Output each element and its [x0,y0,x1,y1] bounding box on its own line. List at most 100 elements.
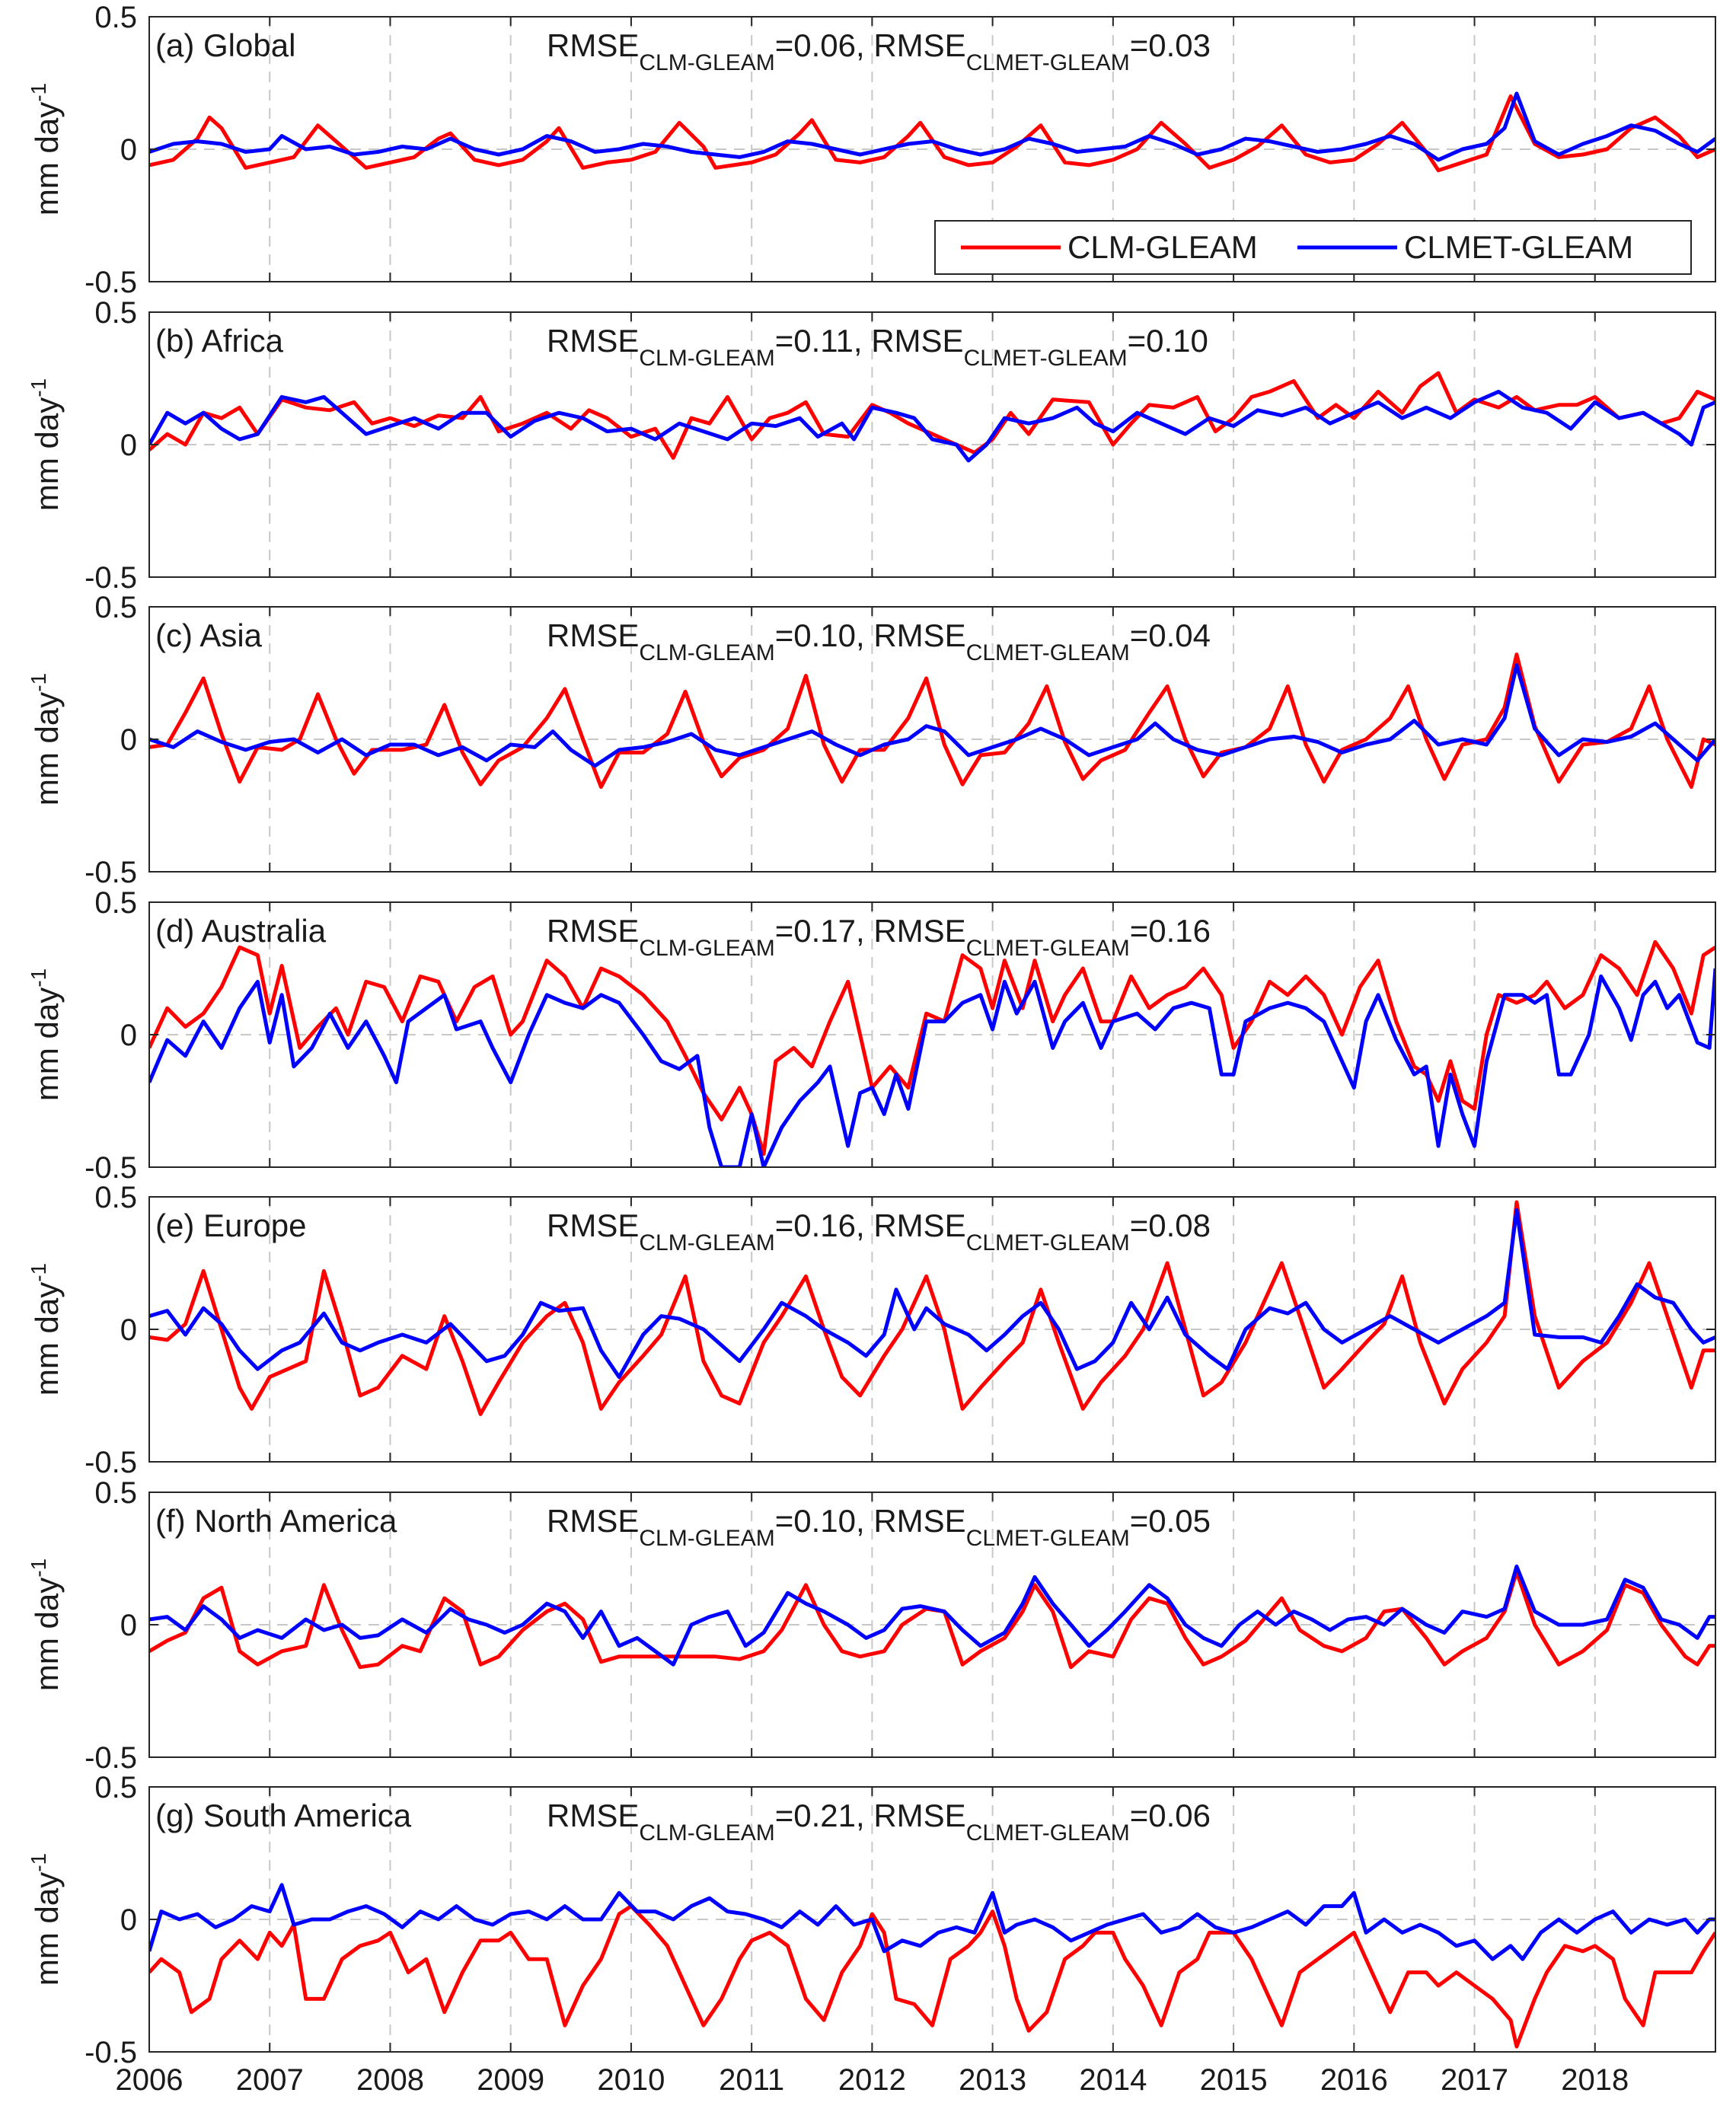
y-axis-label-main: mm day [29,692,65,806]
y-tick-label: -0.5 [85,1741,137,1775]
rmse-value: =0.17, [775,913,874,949]
y-tick-label: -0.5 [85,1151,137,1185]
panel-1: 0.50-0.5mm day-1(a) Global RMSECLM-GLEAM=… [27,1,1716,299]
panel-3: 0.5 0 -0.5 mm day-1 (c) Asia RMSECLM-GLEAM=0.… [27,591,1716,889]
rmse-annotation: RMSECLM-GLEAM=0.06, RMSECLMET-GLEAM=0.03 [547,27,1211,75]
rmse-value: =0.05 [1130,1503,1211,1539]
panel-title: (d) Australia [155,913,327,949]
y-axis-label: mm day-1 [27,83,65,215]
y-axis-label-sup: -1 [27,1853,50,1872]
x-tick-label: 2009 [477,2063,544,2097]
rmse-label: RMSE [873,27,965,63]
series-clmet-gleam [149,1883,1715,1961]
y-axis-label-main: mm day [29,1282,65,1396]
rmse-label: RMSE [547,617,639,653]
rmse-value: =0.06, [775,27,874,63]
rmse-annotation: RMSECLM-GLEAM=0.21, RMSECLMET-GLEAM=0.06 [547,1798,1211,1846]
y-axis-label-main: mm day [29,987,65,1101]
rmse-label: RMSE [873,913,965,949]
rmse-label: RMSE [873,617,965,653]
rmse-subscript: CLM-GLEAM [639,1230,774,1255]
series-clmet-gleam [149,91,1715,162]
y-tick-label: 0 [120,1019,137,1052]
rmse-label: RMSE [873,1208,965,1243]
series-clm-gleam [149,652,1715,790]
x-tick-label: 2008 [356,2063,424,2097]
y-tick-label: -0.5 [85,1446,137,1479]
series-clmet-gleam [149,389,1715,463]
rmse-value: =0.16, [775,1208,874,1243]
panel-title: (f) North America [155,1503,397,1539]
rmse-label: RMSE [547,913,639,949]
y-tick-label: -0.5 [85,266,137,299]
x-tick-label: 2017 [1441,2063,1508,2097]
panel-5: 0.50-0.5mm day-1(e) Europe RMSECLM-GLEAM=… [27,1181,1716,1479]
x-tick-label: 2010 [597,2063,665,2097]
y-tick-label: 0 [120,1313,137,1347]
rmse-subscript: CLM-GLEAM [639,936,774,961]
rmse-subscript: CLMET-GLEAM [966,936,1130,961]
x-tick-label: 2011 [719,2063,784,2097]
rmse-value: =0.10, [775,1503,874,1539]
x-tick-label: 2015 [1200,2063,1268,2097]
rmse-subscript: CLM-GLEAM [639,346,774,371]
rmse-annotation: RMSECLM-GLEAM=0.10, RMSECLMET-GLEAM=0.05 [547,1503,1211,1551]
rmse-subscript: CLMET-GLEAM [966,1230,1130,1255]
rmse-value: =0.06 [1130,1798,1211,1833]
rmse-value: =0.16 [1130,913,1211,949]
y-tick-label: -0.5 [85,561,137,595]
y-tick-label: 0.5 [94,296,137,330]
y-tick-label: 0.5 [94,1,137,34]
series-clm-gleam [149,1904,1715,2049]
y-tick-label: 0 [120,1903,137,1937]
rmse-subscript: CLMET-GLEAM [964,346,1128,371]
panel-6: 0.5 0 -0.5 mm day-1 (f) North America RMSECLM… [27,1476,1716,1775]
rmse-subscript: CLMET-GLEAM [966,640,1130,665]
y-tick-label: 0.5 [94,1476,137,1510]
rmse-value: =0.03 [1130,27,1211,63]
rmse-label: RMSE [873,1798,965,1833]
panel-title: (e) Europe [155,1208,306,1243]
y-axis-label: mm day-1 [27,1263,65,1396]
rmse-subscript: CLMET-GLEAM [966,50,1130,75]
rmse-value: =0.08 [1130,1208,1211,1243]
y-tick-label: 0 [120,723,137,757]
x-tick-label: 2016 [1320,2063,1388,2097]
series-clmet-gleam [149,1564,1715,1667]
y-axis-label-sup: -1 [27,378,50,397]
y-axis-label-main: mm day [29,397,65,511]
rmse-annotation: RMSECLM-GLEAM=0.16, RMSECLMET-GLEAM=0.08 [547,1208,1211,1255]
y-tick-label: -0.5 [85,2036,137,2069]
series-clmet-gleam [149,968,1715,1167]
series-clmet-gleam [149,663,1715,768]
y-axis-label-main: mm day [29,1872,65,1986]
rmse-annotation: RMSECLM-GLEAM=0.10, RMSECLMET-GLEAM=0.04 [547,617,1211,665]
y-tick-label: 0.5 [94,1181,137,1214]
rmse-label: RMSE [871,323,963,359]
x-tick-label: 2006 [116,2063,183,2097]
legend: CLM-GLEAM CLMET-GLEAM [934,220,1692,275]
panel-title: (c) Asia [155,617,263,653]
x-tick-label: 2007 [236,2063,304,2097]
rmse-subscript: CLM-GLEAM [639,50,774,75]
y-tick-label: -0.5 [85,856,137,889]
rmse-label: RMSE [547,1798,639,1833]
x-tick-label: 2013 [959,2063,1026,2097]
panel-title: (b) Africa [155,323,284,359]
y-axis-label: mm day-1 [27,1559,65,1691]
y-axis-label-main: mm day [29,1578,65,1691]
rmse-value: =0.10, [775,617,874,653]
panel-title: (g) South America [155,1798,412,1833]
y-tick-label: 0 [120,1609,137,1642]
rmse-value: =0.11, [775,323,872,359]
y-axis-label-sup: -1 [27,673,50,692]
rmse-label: RMSE [547,1503,639,1539]
rmse-label: RMSE [547,27,639,63]
y-axis-label-sup: -1 [27,1559,50,1578]
y-tick-label: 0.5 [94,591,137,624]
series-clm-gleam [149,94,1715,173]
x-tick-label: 2012 [838,2063,906,2097]
panel-7: 0.50-0.5mm day-1(g) South America RMSECLM… [27,1771,1716,2097]
x-tick-label: 2014 [1079,2063,1147,2097]
